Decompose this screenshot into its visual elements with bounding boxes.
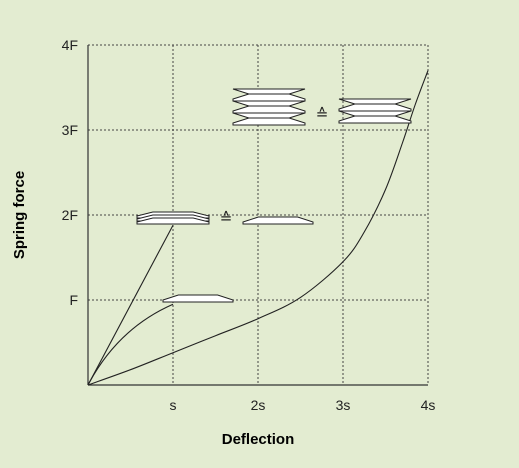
y-tick-label: 2F (62, 207, 78, 223)
series-line-2 (88, 304, 173, 385)
disc-spring-equivalent (243, 217, 313, 224)
disc-spring-stack-element (233, 118, 305, 125)
y-axis-label: Spring force (11, 171, 28, 259)
disc-spring-stack-element (233, 94, 305, 101)
disc-spring-stack-element (233, 101, 305, 106)
disc-spring-stack-element (233, 113, 305, 118)
corresponds-symbol: ≙ (316, 106, 329, 123)
disc-spring-stack-element (233, 89, 305, 94)
x-tick-label: 3s (336, 397, 351, 413)
y-tick-label: 3F (62, 122, 78, 138)
corresponds-symbol: ≙ (220, 210, 233, 227)
disc-spring-parallel (137, 218, 209, 224)
disc-spring-stack-equivalent (339, 104, 411, 111)
x-tick-label: s (170, 397, 177, 413)
y-tick-label: F (69, 292, 78, 308)
disc-spring-stack-element (233, 106, 305, 113)
disc-spring-stack-equivalent (339, 111, 411, 116)
disc-spring-single (163, 295, 233, 302)
x-tick-label: 4s (421, 397, 436, 413)
y-tick-label: 4F (62, 37, 78, 53)
x-axis-label: Deflection (222, 431, 295, 448)
x-tick-label: 2s (251, 397, 266, 413)
spring-illustrations: ≙≙ (137, 89, 411, 302)
disc-spring-stack-equivalent (339, 116, 411, 123)
disc-spring-stack-equivalent (339, 99, 411, 104)
series-line-1 (88, 225, 173, 385)
